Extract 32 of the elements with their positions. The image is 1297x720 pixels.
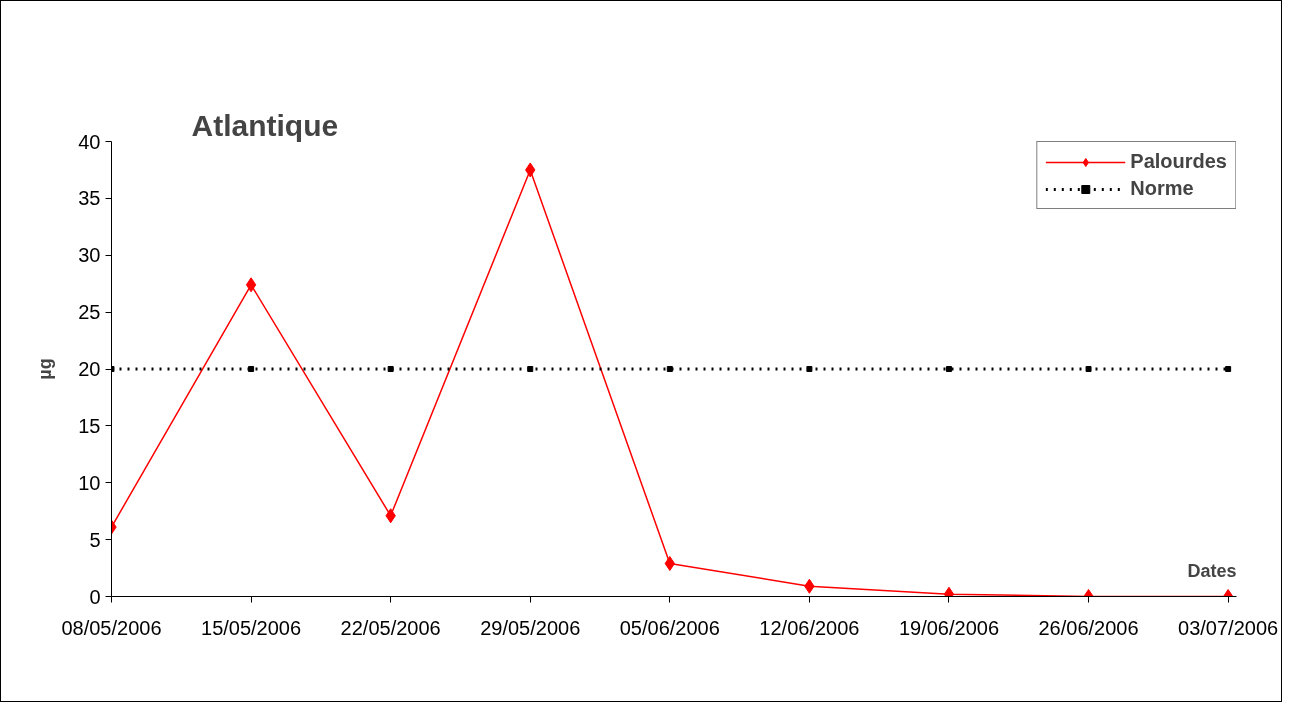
y-tick-label: 10 — [78, 471, 101, 494]
y-tick-label: 25 — [78, 301, 101, 324]
x-axis-title: Dates — [1187, 560, 1237, 581]
x-tick-label: 12/06/2006 — [759, 616, 860, 639]
point — [527, 366, 534, 372]
y-tick-label: 30 — [78, 244, 101, 267]
x-tick-label: 08/05/2006 — [61, 616, 162, 639]
x-tick-label: 29/05/2006 — [480, 616, 581, 639]
point — [387, 366, 394, 372]
y-tick-label: 0 — [89, 585, 101, 608]
y-tick-label: 35 — [78, 187, 101, 210]
point — [245, 277, 257, 293]
legend-label: Norme — [1130, 177, 1194, 200]
x-tick-label: 22/05/2006 — [340, 616, 441, 639]
y-tick-label: 20 — [78, 358, 101, 380]
point — [1225, 366, 1232, 372]
y-tick-label: 15 — [78, 414, 101, 437]
x-tick-label: 19/06/2006 — [898, 616, 1000, 639]
x-tick-label: 03/07/2006 — [1178, 616, 1279, 639]
y-axis-title: µg — [35, 358, 56, 380]
point — [666, 366, 673, 372]
point — [945, 366, 952, 372]
x-tick-label: 15/05/2006 — [201, 616, 302, 639]
y-tick-label: 40 — [78, 130, 101, 153]
point — [248, 366, 255, 372]
legend-label: Palourdes — [1130, 150, 1227, 173]
point — [806, 366, 813, 372]
point — [1085, 366, 1092, 372]
x-tick-label: 05/06/2006 — [619, 616, 720, 639]
y-tick-label: 5 — [89, 528, 101, 551]
chart-title: Atlantique — [191, 108, 339, 142]
x-tick-label: 26/06/2006 — [1038, 616, 1139, 639]
